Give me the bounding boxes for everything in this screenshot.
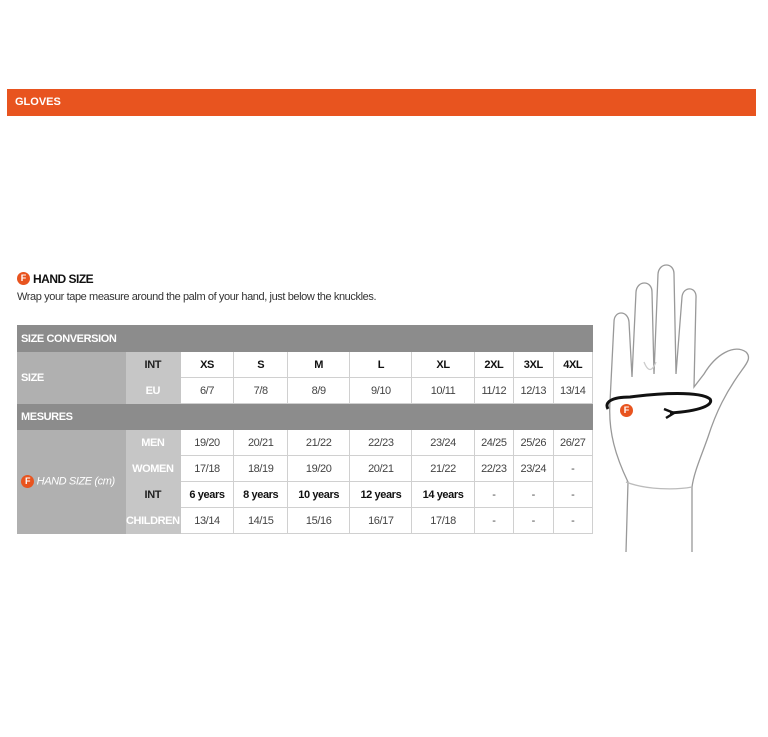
size-table: SIZE CONVERSION SIZE INT XS S M L XL 2XL 3XL 4XL… — [17, 325, 594, 534]
hand-illustration: F — [596, 262, 761, 557]
int-label: INT — [125, 351, 181, 378]
cell: 21/22 — [411, 455, 475, 482]
cell: XS — [179, 351, 235, 378]
hand-size-label: F HAND SIZE (cm) — [17, 429, 126, 534]
cell: 17/18 — [411, 507, 475, 534]
cell: - — [473, 481, 515, 508]
cell: 14 years — [411, 481, 475, 508]
cell: 8 years — [233, 481, 289, 508]
cell: 19/20 — [179, 429, 235, 456]
children-row: CHILDREN 13/14 14/15 15/16 16/17 17/18- - - — [18, 507, 594, 534]
cell: 10 years — [287, 481, 351, 508]
cell: 7/8 — [233, 377, 289, 404]
cell: 20/21 — [233, 429, 289, 456]
cell: 14/15 — [233, 507, 289, 534]
men-label: MEN — [125, 429, 181, 456]
size-label: SIZE — [17, 351, 126, 404]
section-title: F HAND SIZE — [17, 271, 94, 286]
int-row: SIZE INT XS S M L XL 2XL 3XL 4XL — [17, 351, 594, 404]
cell: M — [287, 351, 351, 378]
cell: 12/13 — [513, 377, 554, 404]
women-row: WOMEN 17/18 18/19 19/20 20/21 21/22 22/23 23/2… — [18, 455, 594, 482]
cell: - — [552, 455, 594, 482]
cell: 23/24 — [513, 455, 554, 482]
cell: 22/23 — [349, 429, 413, 456]
cell: L — [349, 351, 413, 378]
cell: 19/20 — [287, 455, 351, 482]
cell: 8/9 — [287, 377, 351, 404]
cell: 16/17 — [349, 507, 413, 534]
cell: 10/11 — [411, 377, 475, 404]
cell: 21/22 — [287, 429, 351, 456]
section-description: Wrap your tape measure around the palm o… — [17, 291, 377, 303]
cell: - — [552, 481, 594, 508]
mesures-heading: MESURES — [17, 403, 593, 430]
cell: 13/14 — [179, 507, 235, 534]
cell: 18/19 — [233, 455, 289, 482]
cell: - — [473, 507, 515, 534]
f-badge-icon: F — [17, 272, 30, 286]
cell: 22/23 — [473, 455, 515, 482]
cell: S — [233, 351, 289, 378]
mesures-row: MESURES — [17, 403, 593, 430]
cell: 9/10 — [349, 377, 413, 404]
cell: 2XL — [473, 351, 515, 378]
cell: 6 years — [179, 481, 235, 508]
f-badge-icon: F — [620, 404, 633, 417]
cell: 23/24 — [411, 429, 475, 456]
cell: - — [552, 507, 594, 534]
cell: 20/21 — [349, 455, 413, 482]
cell: 11/12 — [473, 377, 515, 404]
eu-label: EU — [125, 377, 181, 404]
cell: 25/26 — [513, 429, 554, 456]
cell: 26/27 — [552, 429, 594, 456]
size-conversion-heading: SIZE CONVERSION — [17, 325, 593, 352]
cell: 6/7 — [179, 377, 235, 404]
kids-int-label: INT — [125, 481, 181, 508]
eu-row: EU 6/7 7/8 8/9 9/10 10/11 11/12 12/13 13/14 — [18, 377, 594, 404]
size-conversion-row: SIZE CONVERSION — [17, 325, 593, 352]
cell: 24/25 — [473, 429, 515, 456]
kids-int-row: INT 6 years 8 years 10 years 12 years 14 yea… — [18, 481, 594, 508]
f-badge-icon: F — [21, 475, 34, 488]
gloves-header: GLOVES — [7, 89, 756, 116]
cell: 13/14 — [552, 377, 594, 404]
women-label: WOMEN — [125, 455, 181, 482]
cell: 17/18 — [179, 455, 235, 482]
cell: 4XL — [552, 351, 594, 378]
children-label: CHILDREN — [125, 507, 181, 534]
cell: 12 years — [349, 481, 413, 508]
cell: 3XL — [513, 351, 554, 378]
cell: - — [513, 481, 554, 508]
cell: 15/16 — [287, 507, 351, 534]
men-row: F HAND SIZE (cm) MEN 19/20 20/21 21/22 22/23… — [17, 429, 594, 534]
cell: - — [513, 507, 554, 534]
cell: XL — [411, 351, 475, 378]
